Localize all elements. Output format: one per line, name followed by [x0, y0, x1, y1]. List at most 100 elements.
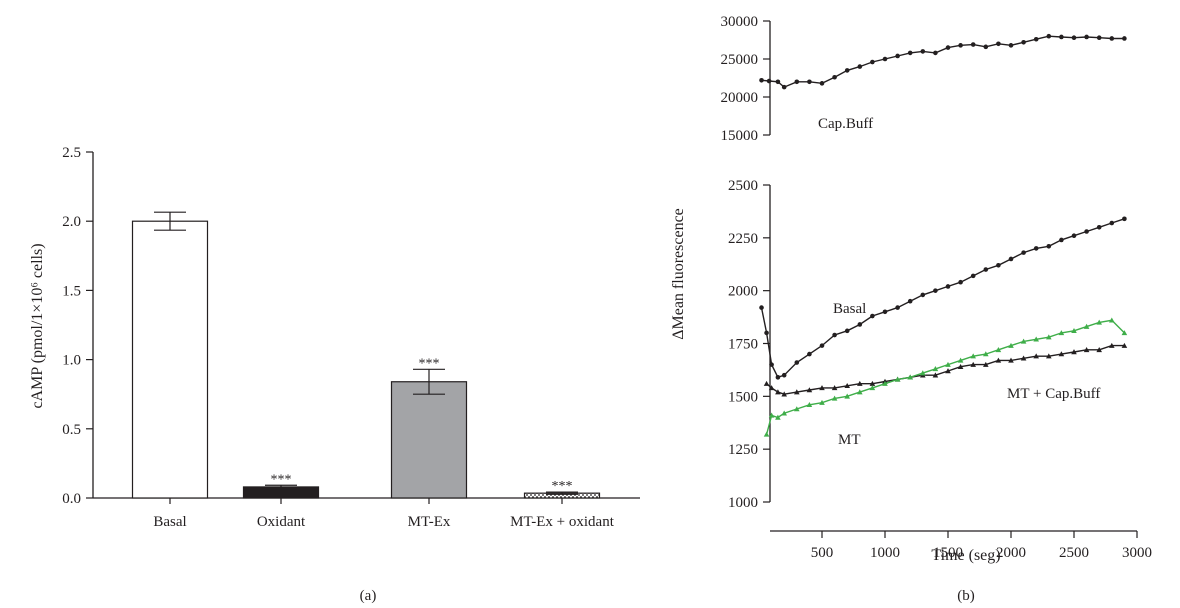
data-point-mt-cap-buff: [995, 357, 1002, 363]
panel-b-x-tick-label: 2000: [996, 545, 1026, 561]
data-point-basal: [970, 273, 976, 279]
data-point-mt-cap-buff: [806, 387, 813, 393]
panel-b-bottom-y-tick-label: 1750: [728, 337, 758, 353]
bar: [131, 220, 209, 499]
significance-marker: ***: [552, 479, 573, 494]
data-point-mt: [819, 399, 825, 405]
data-point-cap-buff: [983, 44, 989, 50]
data-point-mt-cap-buff: [1033, 353, 1039, 359]
data-point-mt: [1109, 317, 1115, 323]
data-point-cap-buff: [781, 84, 787, 90]
data-point-mt-cap-buff: [932, 372, 939, 378]
data-point-mt: [768, 412, 775, 418]
data-point-mt: [857, 389, 863, 395]
panel-a-y-tick-label: 1.5: [62, 283, 81, 299]
data-point-mt: [806, 401, 813, 408]
data-point-basal: [1096, 224, 1102, 230]
data-point-mt-cap-buff: [983, 361, 989, 367]
data-point-mt-cap-buff: [1020, 355, 1027, 361]
data-point-mt-cap-buff: [1109, 342, 1115, 348]
data-point-basal: [857, 322, 863, 327]
data-point-basal: [844, 328, 850, 334]
data-point-mt: [1058, 330, 1065, 336]
data-point-mt: [1096, 319, 1102, 325]
data-point-mt: [945, 361, 951, 367]
panel-b-bottom-y-tick-label: 1250: [728, 442, 758, 458]
data-point-cap-buff: [945, 45, 951, 50]
data-point-mt: [831, 395, 838, 401]
panel-a-x-tick-label: MT-Ex: [408, 514, 451, 530]
panel-a-y-tick-label: 0.0: [62, 491, 81, 507]
data-point-cap-buff: [1008, 43, 1014, 48]
data-point-mt-cap-buff: [819, 385, 825, 391]
data-point-basal: [1071, 233, 1077, 239]
data-point-mt-cap-buff: [970, 361, 976, 367]
data-point-mt: [781, 410, 787, 416]
data-point-mt-cap-buff: [794, 389, 800, 395]
data-point-mt-cap-buff: [1058, 351, 1065, 357]
data-point-mt: [882, 380, 888, 386]
panel-b-bottom-y-ticks: 1000 1250 1500 1750 2000 2250 2500: [728, 178, 770, 511]
data-point-cap-buff: [958, 43, 963, 48]
panel-b-top-y-tick-label: 20000: [721, 90, 759, 106]
data-point-mt: [932, 366, 939, 372]
data-point-basal: [933, 288, 938, 293]
panel-a-bar-chart: 0.0 0.5 1.0 1.5 2.0 2.5 *** *** *** Basal Oxidan…: [29, 145, 640, 604]
data-point-mt-cap-buff: [1008, 357, 1014, 363]
panel-b-top-y-tick-label: 30000: [721, 14, 759, 30]
data-point-basal: [1046, 243, 1052, 249]
data-point-basal: [870, 313, 875, 319]
data-point-cap-buff: [882, 56, 888, 62]
data-point-basal: [781, 372, 787, 378]
data-point-cap-buff: [996, 41, 1001, 47]
panel-a-y-tick-label: 2.5: [62, 145, 81, 161]
data-point-basal: [819, 343, 825, 348]
data-point-mt: [1020, 338, 1027, 344]
data-point-basal: [920, 292, 926, 298]
data-point-mt: [983, 351, 989, 357]
panel-a-x-tick-label: Basal: [153, 514, 186, 530]
panel-a-label: (a): [360, 588, 377, 604]
data-point-mt-cap-buff: [775, 389, 781, 395]
data-point-mt: [763, 431, 770, 437]
data-point-basal: [1122, 216, 1127, 222]
panel-b-y-axis-label: ΔMean fluorescence: [670, 208, 687, 340]
data-point-mt-cap-buff: [1046, 353, 1052, 359]
data-point-basal: [1008, 256, 1014, 262]
data-point-mt: [1121, 330, 1128, 336]
panel-a-x-tick-label: Oxidant: [257, 514, 306, 530]
series-label-cap-buff: Cap.Buff: [818, 116, 873, 132]
data-point-cap-buff: [895, 53, 900, 59]
data-point-cap-buff: [794, 79, 800, 85]
panel-a-x-tick-label: MT-Ex + oxidant: [510, 514, 615, 530]
data-point-basal: [882, 309, 888, 315]
data-point-mt: [1008, 342, 1014, 348]
data-point-mt: [970, 353, 976, 359]
panel-b-bottom-y-tick-label: 2000: [728, 284, 758, 300]
data-point-mt: [775, 414, 781, 420]
data-point-mt: [894, 376, 901, 382]
panel-b-scatter-chart: 15000 20000 25000 30000 1000 1250 1500 1750 200…: [670, 14, 1152, 604]
data-point-basal: [1084, 229, 1089, 234]
panel-a-y-tick-label: 1.0: [62, 353, 81, 369]
data-point-cap-buff: [907, 50, 913, 56]
data-point-mt-cap-buff: [768, 385, 775, 391]
data-point-basal: [1109, 220, 1115, 226]
panel-b-x-ticks: 500 1000 1500 2000 2500 3000: [811, 531, 1152, 561]
data-point-mt: [920, 370, 926, 376]
data-point-mt-cap-buff: [844, 382, 850, 389]
data-point-mt-cap-buff: [763, 380, 770, 386]
data-point-basal: [794, 360, 800, 365]
panel-b-x-tick-label: 3000: [1122, 545, 1152, 561]
data-point-mt-cap-buff: [945, 368, 951, 374]
data-point-basal: [764, 330, 769, 336]
panel-a-y-tick-label: 0.5: [62, 422, 81, 438]
data-point-mt-cap-buff: [1071, 349, 1077, 355]
panel-b-top-y-tick-label: 15000: [721, 128, 759, 144]
panel-b-x-tick-label: 500: [811, 545, 834, 561]
data-point-basal: [945, 284, 951, 289]
data-point-cap-buff: [1046, 33, 1052, 39]
significance-marker: ***: [419, 356, 440, 371]
data-point-mt-cap-buff: [1121, 342, 1128, 348]
panel-a-bars: *** *** ***: [131, 211, 601, 499]
